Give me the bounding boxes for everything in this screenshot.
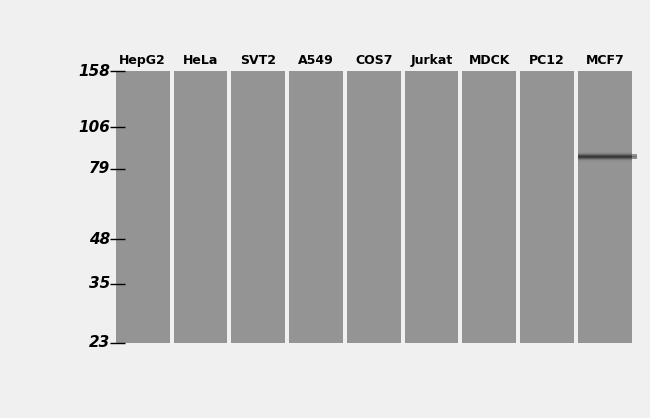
Text: 35: 35 [89, 276, 111, 291]
Text: SVT2: SVT2 [240, 54, 276, 67]
Bar [116, 71, 170, 343]
Bar [231, 71, 285, 343]
Text: A549: A549 [298, 54, 334, 67]
Text: 48: 48 [89, 232, 111, 247]
Text: 158: 158 [79, 64, 110, 79]
Bar [174, 71, 228, 343]
Bar [578, 71, 632, 343]
Text: 106: 106 [79, 120, 110, 135]
Text: PC12: PC12 [529, 54, 565, 67]
Text: MCF7: MCF7 [586, 54, 624, 67]
Text: MDCK: MDCK [469, 54, 510, 67]
Bar [462, 71, 516, 343]
Text: Jurkat: Jurkat [410, 54, 452, 67]
Bar [405, 71, 458, 343]
Text: 79: 79 [89, 161, 111, 176]
Text: HeLa: HeLa [183, 54, 218, 67]
Bar [289, 71, 343, 343]
Text: COS7: COS7 [355, 54, 393, 67]
Text: 23: 23 [89, 335, 111, 350]
Bar [347, 71, 400, 343]
Bar [520, 71, 574, 343]
Text: HepG2: HepG2 [119, 54, 166, 67]
